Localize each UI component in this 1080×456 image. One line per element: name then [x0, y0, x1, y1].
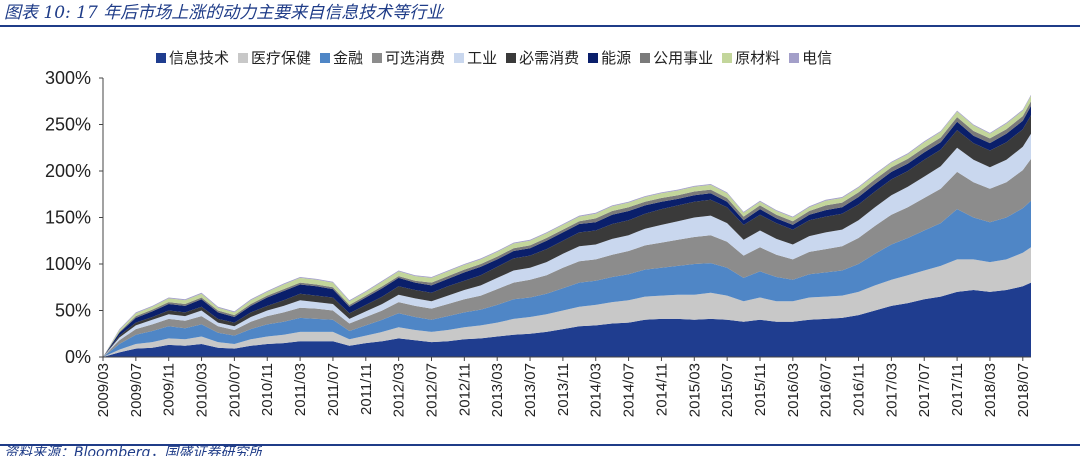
legend-label: 能源: [601, 49, 632, 67]
legend-label: 工业: [467, 49, 498, 67]
legend-swatch: [238, 52, 249, 63]
x-tick-label: 2014/03: [588, 363, 605, 417]
area-series-1: [103, 282, 1031, 357]
x-tick-label: 2013/07: [522, 363, 539, 417]
x-tick-label: 2010/07: [226, 363, 243, 417]
legend-item: 工业: [454, 47, 497, 68]
source-note: 资料来源：Bloomberg，国盛证券研究所: [4, 446, 263, 456]
legend-label: 原材料: [735, 49, 781, 67]
x-tick-label: 2013/03: [489, 363, 506, 417]
legend-swatch: [789, 52, 800, 63]
legend-label: 金融: [333, 49, 364, 67]
x-tick-label: 2010/03: [194, 363, 211, 417]
area-series-4: [103, 158, 1031, 357]
legend-label: 必需消费: [519, 49, 580, 67]
x-tick-label: 2012/07: [423, 363, 440, 417]
legend-item: 信息技术: [156, 47, 229, 68]
area-series-8: [103, 101, 1031, 357]
legend-swatch: [588, 52, 599, 63]
y-tick-label: 200%: [45, 161, 91, 181]
x-tick-label: 2014/07: [621, 363, 638, 417]
legend-swatch: [156, 52, 166, 63]
x-tick-label: 2011/03: [292, 363, 309, 416]
y-tick-label: 0%: [65, 347, 91, 367]
legend-label: 电信: [802, 49, 833, 67]
x-tick-label: 2016/07: [818, 363, 835, 417]
x-tick-label: 2009/03: [95, 363, 112, 417]
x-tick-label: 2010/11: [259, 363, 276, 416]
x-tick-label: 2017/11: [949, 363, 966, 416]
area-series-3: [103, 200, 1031, 357]
x-tick-label: 2017/03: [883, 363, 900, 417]
x-tick-label: 2018/07: [1015, 363, 1032, 417]
legend-swatch: [506, 52, 517, 63]
y-tick-label: 250%: [45, 115, 91, 135]
y-tick-label: 100%: [45, 254, 91, 274]
legend-item: 原材料: [722, 47, 780, 68]
legend-item: 金融: [320, 47, 363, 68]
bottom-rule: [0, 444, 1080, 446]
legend-item: 能源: [588, 47, 631, 68]
legend-label: 医疗保健: [251, 49, 312, 67]
x-tick-label: 2016/03: [785, 363, 802, 417]
legend-swatch: [320, 52, 331, 63]
legend-label: 信息技术: [169, 49, 230, 67]
legend-item: 公用事业: [640, 47, 713, 68]
stacked-area-chart: 0% 50% 100% 150% 200% 250% 300% 2009/03 2009/07 2…: [45, 68, 1032, 417]
x-tick-label: 2018/03: [982, 363, 999, 417]
legend-item: 电信: [789, 47, 832, 68]
legend-swatch: [454, 52, 465, 63]
x-tick-label: 2017/07: [916, 363, 933, 417]
x-tick-label: 2016/11: [851, 363, 868, 416]
legend-item: 医疗保健: [238, 47, 311, 68]
legend-item: 可选消费: [372, 47, 445, 68]
x-tick-label: 2009/07: [128, 363, 145, 417]
area-series-2: [103, 247, 1031, 357]
y-tick-label: 300%: [45, 68, 91, 88]
legend-label: 公用事业: [653, 49, 714, 67]
x-tick-label: 2015/03: [686, 363, 703, 417]
x-tick-label: 2012/03: [391, 363, 408, 417]
figure-title: 图表 10: 17 年后市场上涨的动力主要来自信息技术等行业: [4, 3, 444, 23]
y-tick-label: 50%: [55, 301, 91, 321]
area-series-7: [103, 105, 1031, 358]
x-tick-label: 2015/07: [719, 363, 736, 417]
x-tick-label: 2011/11: [358, 363, 375, 415]
title-rule: [0, 25, 1080, 27]
legend-swatch: [372, 52, 383, 63]
x-tick-label: 2011/07: [325, 363, 342, 416]
x-tick-label: 2013/11: [555, 363, 572, 416]
legend-item: 必需消费: [506, 47, 579, 68]
x-tick-label: 2012/11: [456, 363, 473, 416]
x-tick-label: 2015/11: [752, 363, 769, 416]
legend-label: 可选消费: [385, 49, 446, 67]
legend-swatch: [640, 52, 651, 63]
x-tick-label: 2014/11: [653, 363, 670, 416]
legend-swatch: [722, 52, 733, 63]
y-tick-label: 150%: [45, 208, 91, 228]
area-series-9: [103, 95, 1031, 357]
chart-legend: 信息技术 医疗保健 金融 可选消费 工业 必需消费 能源 公用事业 原材料 电信: [156, 47, 832, 68]
x-tick-label: 2009/11: [161, 363, 178, 416]
